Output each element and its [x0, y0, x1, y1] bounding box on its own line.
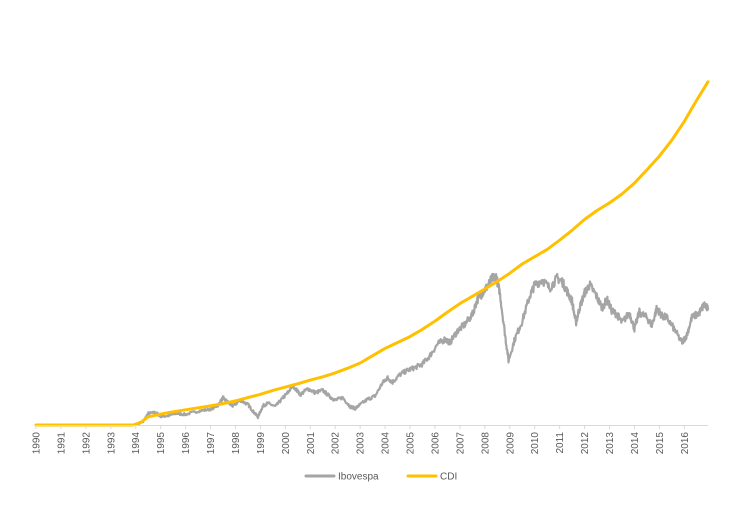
legend-label: CDI [440, 472, 457, 483]
x-tick-label: 2015 [655, 432, 666, 455]
x-tick-label: 2000 [281, 432, 292, 455]
x-tick-label: 1999 [256, 432, 267, 455]
x-tick-label: 2003 [356, 432, 367, 455]
x-tick-label: 1993 [106, 432, 117, 455]
legend-item-cdi: CDI [406, 472, 457, 483]
x-axis-ticks: 1990 1991 1992 1993 1994 1995 1996 1997 1998 1999… [32, 425, 691, 454]
x-tick-label: 2004 [381, 432, 392, 455]
x-tick-label: 2005 [406, 432, 417, 455]
x-tick-label: 1997 [206, 432, 217, 455]
series-cdi [34, 80, 710, 427]
x-tick-label: 2014 [630, 432, 641, 455]
x-tick-label: 2009 [505, 432, 516, 455]
x-tick-label: 1992 [81, 432, 92, 455]
x-tick-label: 2006 [430, 432, 441, 455]
x-tick-label: 1990 [32, 432, 43, 455]
x-tick-label: 2013 [605, 432, 616, 455]
series-layer [34, 80, 710, 427]
legend-item-ibovespa: Ibovespa [304, 472, 379, 483]
x-tick-label: 2008 [480, 432, 491, 455]
x-tick-label: 2011 [555, 432, 566, 454]
x-tick-label: 2007 [455, 432, 466, 455]
legend-label: Ibovespa [338, 472, 379, 483]
series-ibovespa [34, 272, 710, 427]
x-tick-label: 2002 [331, 432, 342, 455]
x-tick-label: 2016 [680, 432, 691, 455]
legend: Ibovespa CDI [304, 472, 457, 483]
series-line-cdi [34, 80, 710, 427]
x-tick-label: 1998 [231, 432, 242, 455]
x-tick-label: 1994 [131, 432, 142, 455]
x-tick-label: 2001 [306, 432, 317, 455]
x-tick-label: 1995 [156, 432, 167, 455]
x-tick-label: 2012 [580, 432, 591, 455]
x-tick-label: 1996 [181, 432, 192, 455]
x-tick-label: 2010 [530, 432, 541, 455]
series-line-ibovespa [34, 272, 710, 427]
x-tick-label: 1991 [56, 432, 67, 455]
